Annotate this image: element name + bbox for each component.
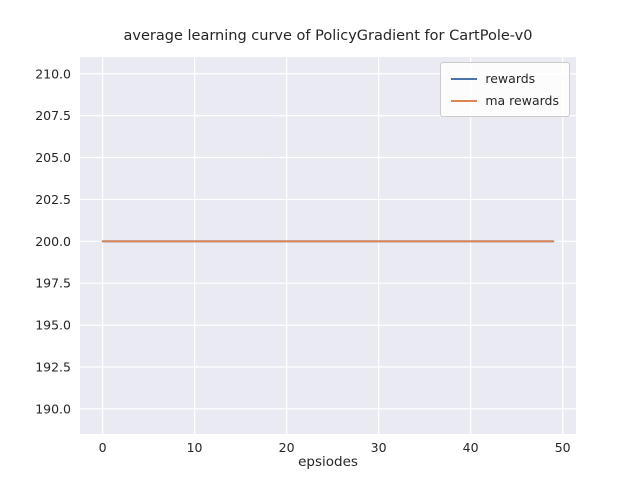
x-tick-label: 20: [279, 440, 295, 455]
legend: rewards ma rewards: [440, 62, 570, 117]
y-tick-label: 200.0: [35, 234, 71, 249]
y-tick-label: 210.0: [35, 66, 71, 81]
chart-title: average learning curve of PolicyGradient…: [123, 28, 533, 44]
y-tick-label: 202.5: [35, 192, 71, 207]
legend-label: rewards: [485, 71, 536, 86]
legend-entry: rewards: [451, 71, 559, 86]
x-tick-label: 30: [371, 440, 387, 455]
x-tick-label: 40: [463, 440, 479, 455]
legend-line-swatch: [451, 77, 478, 80]
legend-line-swatch: [451, 99, 478, 102]
legend-entry: ma rewards: [451, 93, 559, 108]
y-tick-label: 205.0: [35, 150, 71, 165]
y-tick-label: 190.0: [35, 401, 71, 416]
x-tick-label: 50: [555, 440, 571, 455]
y-tick-label: 192.5: [35, 359, 71, 374]
y-tick-label: 207.5: [35, 108, 71, 123]
legend-label: ma rewards: [485, 93, 559, 108]
y-tick-label: 195.0: [35, 318, 71, 333]
plot-background: [80, 57, 576, 434]
x-tick-label: 0: [99, 440, 107, 455]
x-tick-label: 10: [187, 440, 203, 455]
x-axis-label: epsiodes: [298, 454, 358, 470]
y-tick-label: 197.5: [35, 276, 71, 291]
